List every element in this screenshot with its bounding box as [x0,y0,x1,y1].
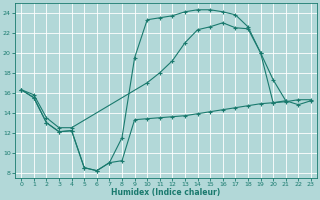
X-axis label: Humidex (Indice chaleur): Humidex (Indice chaleur) [111,188,221,197]
